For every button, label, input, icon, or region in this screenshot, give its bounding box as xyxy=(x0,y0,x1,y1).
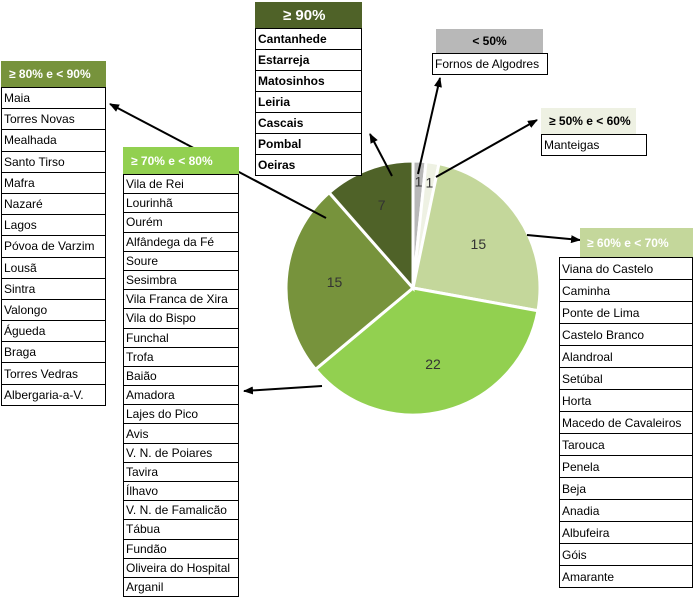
group-80-90-header: ≥ 80% e < 90% xyxy=(1,61,106,87)
list-item: Avis xyxy=(124,424,238,444)
group-90-header: ≥ 90% xyxy=(255,2,362,28)
group-90: ≥ 90% Cantanhede Estarreja Matosinhos Leiri… xyxy=(255,2,362,176)
group-lt50-header: < 50% xyxy=(436,29,543,53)
list-item: Manteigas xyxy=(542,135,646,156)
list-item: Maia xyxy=(2,88,105,110)
list-item: Águeda xyxy=(2,321,105,343)
group-lt50-list: Fornos de Algodres xyxy=(432,53,548,75)
list-item: Nazaré xyxy=(2,194,105,216)
list-item: Beja xyxy=(560,478,692,500)
list-item: Trofa xyxy=(124,348,238,367)
group-50-60-list: Manteigas xyxy=(541,134,647,156)
list-item: Anadia xyxy=(560,500,692,522)
list-item: Braga xyxy=(2,342,105,364)
group-70-80: ≥ 70% e < 80% Vila de Rei Lourinhã Ourém Al… xyxy=(123,147,239,598)
pie-slice xyxy=(411,161,542,313)
list-item: Horta xyxy=(560,390,692,412)
slice-value-label: 15 xyxy=(327,274,343,290)
list-item: V. N. de Famalicão xyxy=(124,501,238,521)
list-item: Albergaria-a-V. xyxy=(2,385,105,406)
list-item: Arganil xyxy=(124,578,238,598)
group-60-70-header: ≥ 60% e < 70% xyxy=(580,228,693,257)
list-item: Góis xyxy=(560,544,692,566)
list-item: Sesimbra xyxy=(124,271,238,291)
list-item: Lagos xyxy=(2,215,105,237)
list-item: Vila de Rei xyxy=(124,175,238,195)
group-80-90: ≥ 80% e < 90% Maia Torres Novas Mealhada Sa… xyxy=(1,61,106,406)
list-item: Funchal xyxy=(124,329,238,348)
list-item: Vila do Bispo xyxy=(124,309,238,329)
group-90-list: Cantanhede Estarreja Matosinhos Leiria Casca… xyxy=(255,28,362,176)
list-item: Amarante xyxy=(560,566,692,588)
list-item: Setúbal xyxy=(560,368,692,390)
list-item: Mafra xyxy=(2,173,105,194)
list-item: Lousã xyxy=(2,258,105,279)
list-item: Lajes do Pico xyxy=(124,405,238,425)
group-60-70-list: Viana do Castelo Caminha Ponte de Lima Cast… xyxy=(559,257,693,588)
group-lt50: < 50% Fornos de Algodres xyxy=(432,29,548,75)
list-item: Valongo xyxy=(2,300,105,322)
list-item: Oeiras xyxy=(256,155,361,176)
list-item: Alandroal xyxy=(560,346,692,368)
list-item: Castelo Branco xyxy=(560,324,692,346)
group-70-80-header: ≥ 70% e < 80% xyxy=(123,147,239,174)
list-item: Alfândega da Fé xyxy=(124,233,238,252)
list-item: Estarreja xyxy=(256,50,361,71)
list-item: Lourinhã xyxy=(124,194,238,214)
list-item: Torres Vedras xyxy=(2,363,105,385)
group-80-90-list: Maia Torres Novas Mealhada Santo Tirso Mafra… xyxy=(1,87,106,406)
list-item: Sintra xyxy=(2,279,105,300)
arrow-80-90-tail xyxy=(109,103,187,145)
arrow-60-70 xyxy=(526,234,581,244)
slice-value-label: 1 xyxy=(415,173,423,189)
list-item: Fornos de Algodres xyxy=(433,54,547,75)
slice-value-label: 7 xyxy=(378,197,386,213)
list-item: Torres Novas xyxy=(2,109,105,131)
list-item: Vila Franca de Xira xyxy=(124,290,238,310)
list-item: Pombal xyxy=(256,134,361,155)
list-item: Matosinhos xyxy=(256,71,361,92)
slice-value-label: 15 xyxy=(471,236,487,252)
list-item: Albufeira xyxy=(560,522,692,544)
pie-slice xyxy=(313,286,540,417)
arrow-lt50 xyxy=(417,77,442,175)
group-50-60: ≥ 50% e < 60% Manteigas xyxy=(541,108,647,156)
group-50-60-header: ≥ 50% e < 60% xyxy=(541,108,636,134)
list-item: V. N. de Poiares xyxy=(124,444,238,463)
list-item: Tábua xyxy=(124,520,238,540)
list-item: Penela xyxy=(560,456,692,478)
arrow-50-60 xyxy=(435,119,538,178)
list-item: Oliveira do Hospital xyxy=(124,559,238,578)
list-item: Ponte de Lima xyxy=(560,302,692,324)
list-item: Tarouca xyxy=(560,434,692,456)
list-item: Caminha xyxy=(560,280,692,302)
list-item: Leiria xyxy=(256,92,361,113)
arrow-70-80 xyxy=(243,385,323,395)
list-item: Póvoa de Varzim xyxy=(2,236,105,258)
list-item: Ílhavo xyxy=(124,482,238,502)
list-item: Mealhada xyxy=(2,130,105,152)
list-item: Cantanhede xyxy=(256,29,361,50)
list-item: Baião xyxy=(124,367,238,387)
list-item: Amadora xyxy=(124,386,238,406)
pie-slice xyxy=(327,159,415,292)
list-item: Macedo de Cavaleiros xyxy=(560,412,692,434)
list-item: Cascais xyxy=(256,113,361,134)
list-item: Tavira xyxy=(124,463,238,482)
list-item: Fundão xyxy=(124,540,238,559)
group-70-80-list: Vila de Rei Lourinhã Ourém Alfândega da Fé S… xyxy=(123,174,239,598)
pie-slice xyxy=(284,190,416,372)
list-item: Soure xyxy=(124,252,238,271)
slice-value-label: 22 xyxy=(425,356,441,372)
arrow-90 xyxy=(369,133,393,177)
group-60-70: ≥ 60% e < 70% Viana do Castelo Caminha Pon… xyxy=(559,228,693,588)
list-item: Ourém xyxy=(124,213,238,233)
list-item: Viana do Castelo xyxy=(560,258,692,280)
list-item: Santo Tirso xyxy=(2,152,105,173)
slice-value-label: 1 xyxy=(426,175,434,191)
